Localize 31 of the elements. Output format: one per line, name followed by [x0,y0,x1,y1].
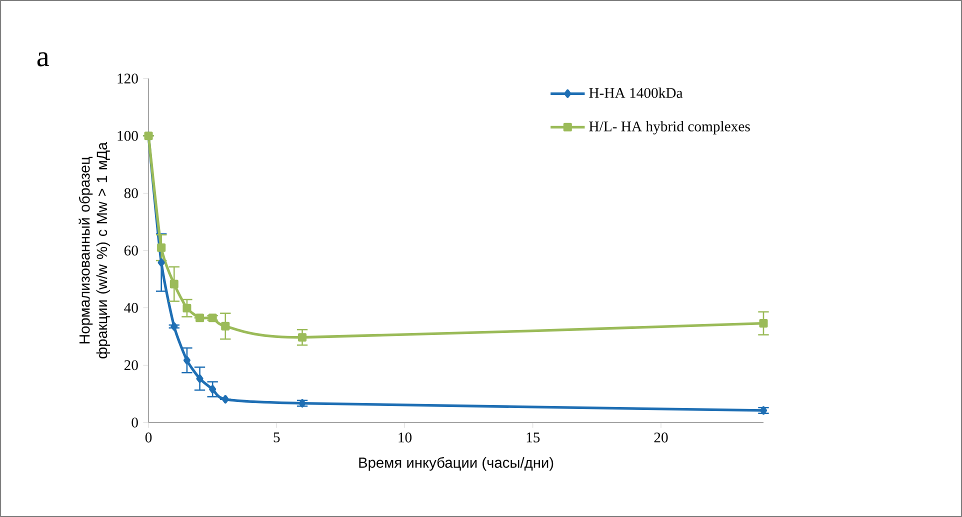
point [158,258,165,267]
x-tick-label: 5 [274,432,280,442]
point [182,304,192,312]
point [209,384,216,394]
x-tick-label: 0 [145,432,152,442]
y-tick-label: 0 [132,418,138,428]
y-tick-label: 120 [118,74,138,84]
x-tick-label: 10 [398,432,412,442]
point [760,406,768,415]
point [221,322,230,330]
point [298,333,307,342]
point [157,243,166,252]
point [196,374,204,383]
y-tick-label: 40 [124,302,138,313]
legend-label: H-HA 1400kDa [589,88,683,98]
point [298,399,306,408]
point [183,356,190,365]
text: a [37,52,50,66]
x-tick-label: 15 [526,432,540,442]
point [759,319,768,328]
x-axis-title: Время инкубации (часы/дни) [359,456,554,471]
point [170,322,178,331]
point [170,280,178,288]
y-tick-label: 20 [124,360,138,370]
y-axis-title: Нормализованный образец фракции (w/w %) с Mw > 1 мДа [78,142,110,358]
legend-label: H/L- HA hybrid complexes [589,121,750,134]
y-tick-label: 100 [118,130,138,141]
y-tick-label: 60 [124,246,138,256]
x-tick-label: 20 [654,432,668,442]
point [222,395,229,404]
y-tick-label: 80 [124,188,138,198]
